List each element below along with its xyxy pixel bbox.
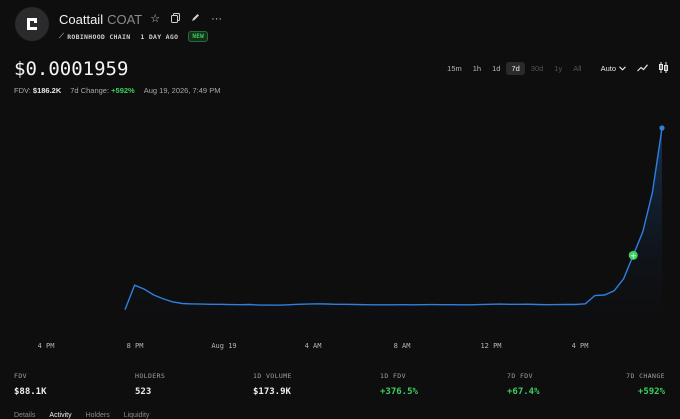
- token-age: 1 DAY AGO: [140, 32, 179, 41]
- stat-value: 523: [135, 387, 152, 397]
- tab-liquidity[interactable]: Liquidity: [123, 412, 150, 419]
- x-tick-label: 8 AM: [394, 342, 411, 350]
- x-tick-label: 8 PM: [127, 342, 144, 350]
- price-subline: FDV: $186.2K 7d Change: +592% Aug 19, 20…: [14, 86, 220, 95]
- chevron-down-icon: [619, 66, 626, 71]
- current-price: $0.0001959: [14, 58, 129, 80]
- stat-label: 1D FDV: [380, 372, 406, 380]
- stat-value: +376.5%: [380, 387, 418, 397]
- stat-1d-fdv: 1D FDV +376.5%: [380, 372, 418, 397]
- token-title-row: Coattail COAT ☆ ···: [59, 12, 222, 27]
- x-tick-label: 4 PM: [38, 342, 55, 350]
- x-tick-label: 4 PM: [572, 342, 589, 350]
- timeframe-7d[interactable]: 7d: [506, 62, 525, 75]
- stat-label: HOLDERS: [135, 372, 166, 380]
- timeframe-30d[interactable]: 30d: [530, 64, 544, 73]
- token-ticker: COAT: [107, 12, 143, 27]
- more-icon[interactable]: ···: [211, 13, 223, 25]
- star-icon[interactable]: ☆: [150, 13, 161, 25]
- fdv-summary: FDV: $186.2K: [14, 86, 61, 95]
- price-series-line: [124, 127, 663, 310]
- scale-dropdown[interactable]: Auto: [601, 64, 626, 73]
- chart-marker[interactable]: +: [628, 250, 638, 261]
- stat-label: FDV: [14, 372, 27, 380]
- change-value: +592%: [111, 86, 135, 95]
- stat-label: 7D CHANGE: [626, 372, 665, 380]
- stat-label: 7D FDV: [507, 372, 533, 380]
- new-badge: NEW: [188, 31, 209, 42]
- timeframe-controls: 15m 1h 1d 7d 30d 1y All Auto: [441, 62, 668, 75]
- timeframe-1d[interactable]: 1d: [492, 64, 501, 73]
- token-logo: [15, 7, 49, 41]
- price-timestamp: Aug 19, 2026, 7:49 PM: [143, 86, 221, 95]
- x-tick-label: 12 PM: [480, 342, 501, 350]
- timeframe-15m[interactable]: 15m: [447, 64, 462, 73]
- price-area-fill: [125, 128, 662, 332]
- x-tick-label: Aug 19: [211, 342, 236, 350]
- stat-value: +67.4%: [507, 387, 540, 397]
- stat-fdv: FDV $88.1K: [14, 372, 47, 397]
- change-summary: 7d Change: +592%: [70, 86, 134, 95]
- svg-text:+: +: [630, 251, 637, 260]
- change-label: 7d Change:: [70, 86, 110, 95]
- link-icon: ⟋: [59, 32, 65, 40]
- x-tick-label: 4 AM: [305, 342, 322, 350]
- stat-holders: HOLDERS 523: [135, 372, 165, 397]
- chain-name: ROBINHOOD CHAIN: [67, 32, 131, 41]
- token-name: Coattail: [59, 12, 104, 27]
- token-meta-row: ⟋ ROBINHOOD CHAIN 1 DAY AGO NEW: [59, 31, 209, 42]
- timeframe-all[interactable]: All: [573, 64, 582, 73]
- tab-activity[interactable]: Activity: [49, 412, 72, 419]
- stat-7d-fdv: 7D FDV +67.4%: [507, 372, 540, 397]
- scale-value: Auto: [600, 64, 616, 73]
- chain-label[interactable]: ⟋ ROBINHOOD CHAIN: [59, 32, 130, 41]
- copy-icon[interactable]: [171, 12, 181, 27]
- candlestick-icon[interactable]: [659, 62, 668, 75]
- stat-value: +592%: [637, 387, 665, 397]
- timeframe-1h[interactable]: 1h: [472, 64, 482, 73]
- current-price-point: [659, 125, 665, 131]
- stat-1d-volume: 1D VOLUME $173.9K: [253, 372, 292, 397]
- tab-details[interactable]: Details: [14, 412, 36, 419]
- fdv-label: FDV:: [14, 86, 31, 95]
- stat-value: $88.1K: [14, 387, 47, 397]
- edit-icon[interactable]: [191, 13, 200, 26]
- stat-value: $173.9K: [253, 387, 291, 397]
- fdv-value: $186.2K: [32, 86, 62, 95]
- tab-holders[interactable]: Holders: [85, 412, 110, 419]
- price-chart[interactable]: + 4 PM 8 PM Aug 19 4 AM 8 AM 12 PM 4 PM: [0, 110, 680, 360]
- timeframe-1y[interactable]: 1y: [554, 64, 563, 73]
- detail-tabs: Details Activity Holders Liquidity: [14, 412, 149, 419]
- stat-7d-change: 7D CHANGE +592%: [626, 372, 665, 397]
- stats-row: FDV $88.1K HOLDERS 523 1D VOLUME $173.9K…: [0, 372, 680, 402]
- coattail-logo-icon: [25, 17, 39, 31]
- line-chart-icon[interactable]: [637, 63, 648, 74]
- stat-label: 1D VOLUME: [253, 372, 292, 380]
